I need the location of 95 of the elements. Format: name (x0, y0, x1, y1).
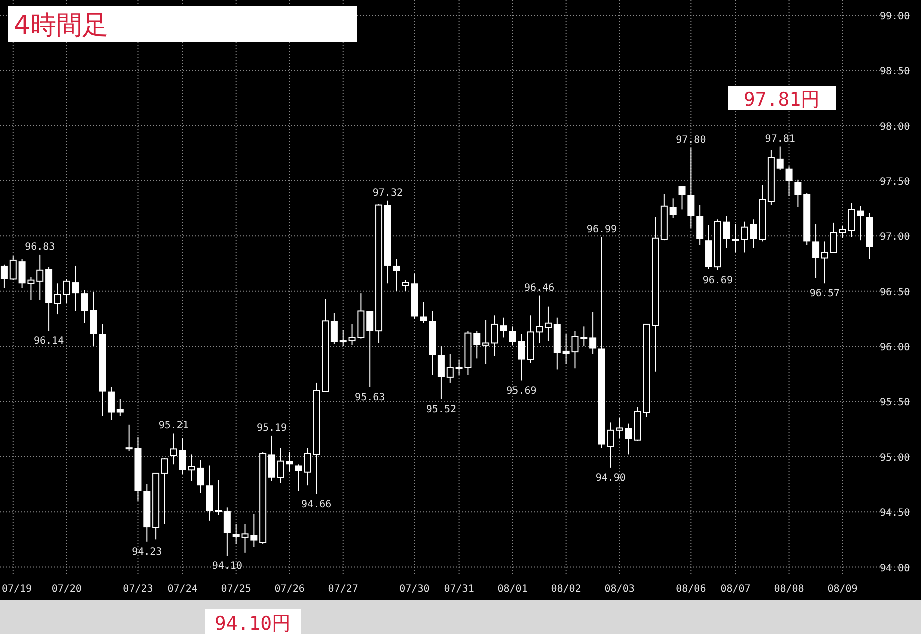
x-tick-label: 08/03 (604, 584, 635, 595)
candlestick (224, 507, 231, 557)
y-tick-label: 96.00 (880, 342, 910, 354)
text: 96.57 (810, 288, 840, 300)
candlestick (63, 278, 70, 304)
text: 94.10円 (214, 613, 292, 634)
candlestick (491, 315, 498, 357)
candlestick (0, 264, 8, 289)
x-tick-label: 07/25 (221, 584, 252, 595)
candlestick (215, 480, 222, 516)
candlestick (723, 216, 730, 249)
text: 97.80 (676, 134, 706, 146)
candlestick (277, 448, 284, 484)
text: 95.52 (426, 404, 457, 416)
candlestick (750, 219, 758, 249)
candlestick (438, 346, 445, 400)
x-tick-label: 08/09 (828, 584, 858, 595)
candlestick (474, 330, 481, 360)
y-tick-label: 97.00 (880, 232, 910, 244)
text: 95.21 (158, 420, 189, 432)
x-tick-label: 08/06 (676, 584, 706, 595)
x-tick-label: 08/07 (720, 584, 751, 595)
x-tick-label: 07/26 (274, 584, 305, 595)
annotation: 97.81円 (744, 89, 820, 111)
candlestick (794, 179, 802, 208)
text: 96.69 (702, 275, 733, 286)
y-tick-label: 96.50 (880, 287, 910, 298)
candlestick (366, 310, 374, 388)
text: 96.83 (25, 242, 56, 253)
text: 96.14 (34, 336, 64, 348)
x-tick-label: 08/08 (774, 584, 804, 595)
y-tick-label: 98.50 (880, 66, 910, 78)
chart-title: 4時間足 (14, 11, 109, 41)
candlestick (161, 458, 168, 525)
candlestick (393, 258, 400, 292)
y-tick-label: 99.00 (880, 11, 910, 22)
candlestick (678, 186, 686, 210)
text: 97.81 (765, 134, 796, 145)
candlestick (197, 460, 204, 494)
candlestick (786, 166, 793, 197)
candlestick (268, 435, 276, 482)
text: 96.99 (586, 224, 618, 236)
x-tick-label: 08/02 (551, 584, 582, 595)
x-tick-label: 08/01 (498, 584, 528, 595)
y-tick-label: 94.50 (880, 508, 910, 520)
candlestick (812, 224, 820, 279)
x-tick-label: 07/27 (328, 584, 358, 595)
candlestick (482, 320, 490, 365)
y-tick-label: 95.50 (880, 398, 910, 409)
candlestick (500, 317, 508, 338)
x-tick-label: 07/23 (123, 584, 154, 595)
candlestick (536, 295, 544, 344)
candlestick (54, 283, 62, 316)
candlestick (340, 329, 347, 348)
candlestick (821, 241, 828, 284)
x-tick-label: 07/19 (2, 584, 32, 595)
text: 94.66 (302, 499, 332, 510)
text: 94.23 (132, 546, 162, 558)
candlestick (830, 222, 838, 254)
candlestick (81, 290, 88, 324)
candlestick (232, 524, 240, 545)
y-tick-label: 95.00 (880, 452, 910, 464)
text: 95.63 (355, 392, 386, 404)
text: 95.69 (506, 386, 537, 397)
candlestick (696, 204, 704, 246)
text: 96.46 (524, 282, 555, 294)
candlestick (607, 422, 614, 468)
candlestick (670, 198, 677, 220)
text: 94.10 (212, 561, 242, 572)
text: 95.19 (256, 422, 288, 434)
candlestick (590, 312, 597, 355)
x-tick-label: 07/24 (168, 584, 198, 595)
y-tick-label: 94.00 (880, 563, 910, 574)
y-tick-label: 97.50 (880, 177, 910, 188)
candlestick (72, 265, 80, 312)
candlestick (108, 386, 115, 421)
x-tick-label: 07/20 (52, 584, 82, 595)
text: 94.90 (596, 472, 626, 484)
x-tick-label: 07/30 (400, 584, 430, 595)
candlestick (420, 302, 428, 324)
candlestick (36, 254, 44, 301)
candlestick (446, 354, 454, 384)
candlestick (286, 452, 294, 473)
candlestick (170, 433, 178, 466)
text: 97.32 (372, 188, 404, 199)
candlestick (116, 399, 124, 417)
candlestick (544, 306, 552, 342)
candlestick (857, 206, 864, 242)
candlestick (330, 312, 338, 345)
candlestick (580, 326, 588, 348)
candlestick (10, 256, 17, 281)
x-tick-label: 07/31 (444, 584, 474, 595)
y-tick-label: 98.00 (880, 122, 910, 133)
candlestick (776, 146, 784, 170)
candlestick (688, 147, 695, 229)
